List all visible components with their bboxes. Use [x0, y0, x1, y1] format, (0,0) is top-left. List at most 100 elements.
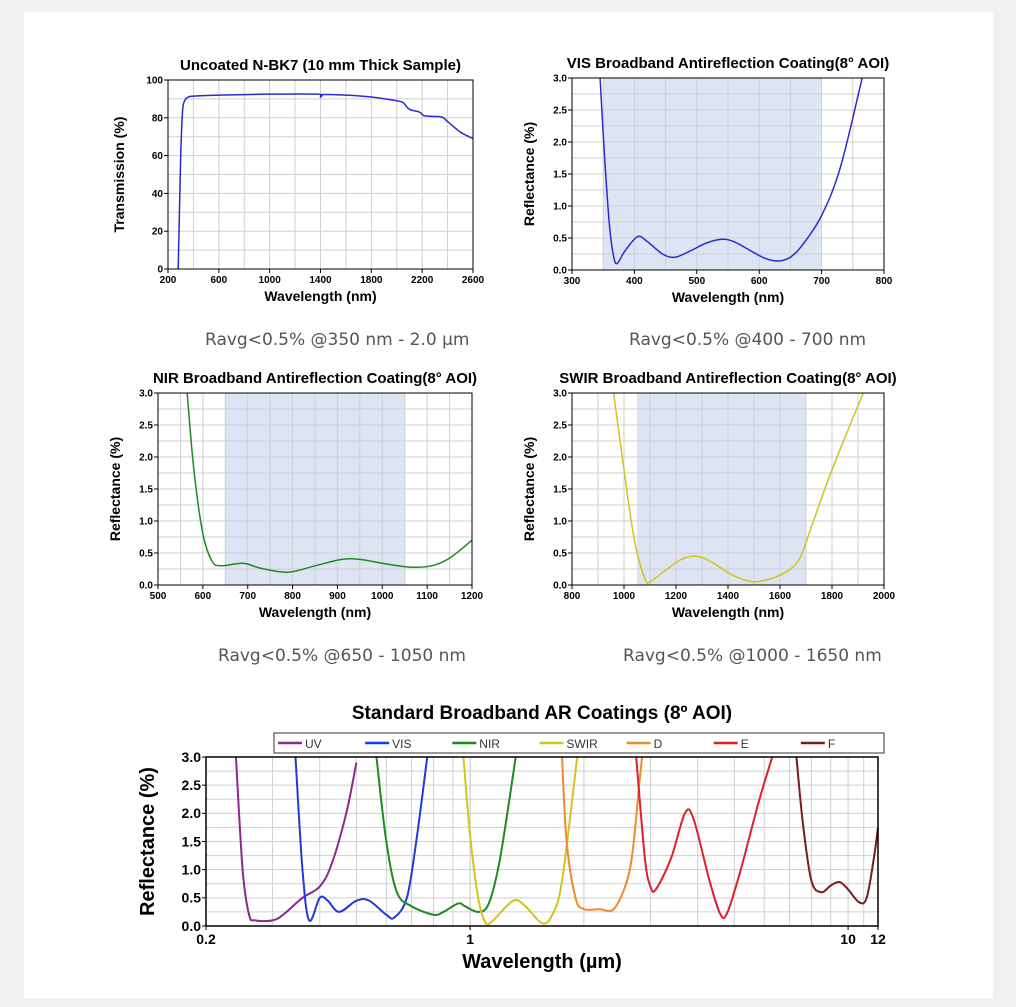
x-tick-label: 700 [813, 276, 830, 287]
y-tick-label: 0.0 [553, 266, 567, 277]
caption-nbk7: Ravg<0.5% @350 nm - 2.0 µm [205, 330, 470, 350]
x-tick-label: 700 [239, 591, 256, 602]
y-tick-label: 0 [157, 265, 163, 276]
y-tick-label: 1.0 [182, 862, 202, 878]
chart-title: VIS Broadband Antireflection Coating(8° … [567, 55, 889, 72]
chart-3: 500 600 700 800 900 1000 1100 1200 0.0 0.5 1.0 1.5 2… [107, 370, 484, 620]
y-axis-label: Reflectance (%) [521, 437, 537, 541]
series-line-n-bk7 [177, 93, 474, 270]
y-tick-label: 2.0 [553, 138, 567, 149]
series-line-uv [234, 756, 358, 923]
y-tick-label: 100 [146, 76, 163, 87]
legend-box [273, 732, 885, 754]
x-tick-label: 1200 [461, 591, 484, 602]
y-axis-label: Reflectance (%) [521, 122, 537, 226]
chart-title: Standard Broadband AR Coatings (8º AOI) [352, 703, 732, 724]
x-axis-label: Wavelength (nm) [672, 604, 784, 620]
y-tick-label: 0.0 [182, 918, 202, 934]
legend-label-uv: UV [305, 737, 322, 751]
series-line-vis [599, 77, 863, 265]
y-tick-label: 3.0 [182, 749, 202, 765]
chart-2: 300 400 500 600 700 800 0.0 0.5 1.0 1.5 2.0 2.5 3.0V… [521, 55, 893, 305]
chart-title: SWIR Broadband Antireflection Coating(8°… [559, 370, 896, 387]
legend-label-vis: VIS [392, 737, 411, 751]
x-axis-label: Wavelength (nm) [259, 604, 371, 620]
y-axis-label: Reflectance (%) [137, 767, 159, 916]
series-line-swir [612, 392, 864, 584]
series-line-d [561, 756, 644, 913]
y-tick-label: 0.0 [139, 581, 153, 592]
x-tick-label: 1800 [821, 591, 844, 602]
caption-nir: Ravg<0.5% @650 - 1050 nm [218, 646, 466, 666]
x-tick-label: 200 [160, 275, 177, 286]
y-tick-label: 60 [152, 151, 164, 162]
x-tick-label: 1400 [309, 275, 332, 286]
series-line-vis [294, 756, 429, 922]
y-tick-label: 2.5 [553, 421, 567, 432]
y-tick-label: 1.5 [553, 170, 567, 181]
x-tick-label: 500 [150, 591, 167, 602]
x-tick-label: 900 [329, 591, 346, 602]
caption-swir: Ravg<0.5% @1000 - 1650 nm [623, 646, 882, 666]
series-line-swir [462, 756, 579, 926]
x-tick-label: 1200 [665, 591, 688, 602]
y-tick-label: 1.0 [553, 517, 567, 528]
x-tick-label: 0.2 [196, 931, 216, 947]
x-axis-label: Wavelength (µm) [462, 951, 622, 973]
y-tick-label: 20 [152, 227, 164, 238]
y-tick-label: 2.5 [182, 777, 202, 793]
legend-label-e: E [741, 737, 749, 751]
x-tick-label: 600 [751, 276, 768, 287]
y-axis-label: Reflectance (%) [107, 437, 123, 541]
x-tick-label: 2600 [462, 275, 485, 286]
x-tick-label: 2200 [411, 275, 434, 286]
x-tick-label: 1000 [613, 591, 636, 602]
y-tick-label: 2.0 [139, 453, 153, 464]
y-tick-label: 3.0 [553, 389, 567, 400]
x-tick-label: 300 [564, 276, 581, 287]
legend-label-f: F [828, 737, 835, 751]
y-tick-label: 1.0 [553, 202, 567, 213]
y-tick-label: 0.0 [553, 581, 567, 592]
x-tick-label: 1000 [259, 275, 282, 286]
x-axis-label: Wavelength (nm) [264, 288, 376, 304]
x-tick-label: 1400 [717, 591, 740, 602]
y-tick-label: 0.5 [139, 549, 153, 560]
y-tick-label: 1.0 [139, 517, 153, 528]
y-tick-label: 1.5 [553, 485, 567, 496]
y-axis-label: Transmission (%) [111, 117, 127, 233]
y-tick-label: 2.0 [553, 453, 567, 464]
y-tick-label: 80 [152, 113, 164, 124]
series-line-f [795, 756, 879, 905]
x-axis-label: Wavelength (nm) [672, 289, 784, 305]
x-tick-label: 600 [195, 591, 212, 602]
x-tick-label: 1000 [371, 591, 394, 602]
x-tick-label: 10 [840, 931, 856, 947]
chart-title: Uncoated N-BK7 (10 mm Thick Sample) [180, 57, 461, 74]
y-tick-label: 0.5 [553, 234, 567, 245]
legend-label-nir: NIR [479, 737, 500, 751]
y-tick-label: 1.5 [182, 833, 202, 849]
x-tick-label: 1100 [416, 591, 438, 602]
chart-1: 200 600 1000 1400 1800 2200 2600 0 20 40 60 80 100 Un… [111, 57, 485, 304]
legend-label-d: D [654, 737, 663, 751]
y-tick-label: 2.5 [139, 421, 153, 432]
series-line-nir [375, 756, 517, 916]
y-tick-label: 0.5 [553, 549, 567, 560]
x-tick-label: 800 [876, 276, 893, 287]
x-tick-label: 800 [284, 591, 301, 602]
chart-5: 0.2 1 10 12 0.0 0.5 1.0 1.5 2.0 2.5 3.0 Standard Br… [137, 703, 886, 973]
series-line-e [635, 756, 774, 920]
y-tick-label: 2.0 [182, 805, 202, 821]
y-tick-label: 2.5 [553, 106, 567, 117]
series-line-nir [186, 392, 473, 573]
x-tick-label: 400 [626, 276, 643, 287]
x-tick-label: 500 [688, 276, 705, 287]
y-tick-label: 3.0 [139, 389, 153, 400]
chart-title: NIR Broadband Antireflection Coating(8° … [153, 370, 477, 387]
x-tick-label: 12 [870, 931, 886, 947]
y-tick-label: 1.5 [139, 485, 153, 496]
legend-label-swir: SWIR [566, 737, 598, 751]
y-tick-label: 0.5 [182, 890, 202, 906]
